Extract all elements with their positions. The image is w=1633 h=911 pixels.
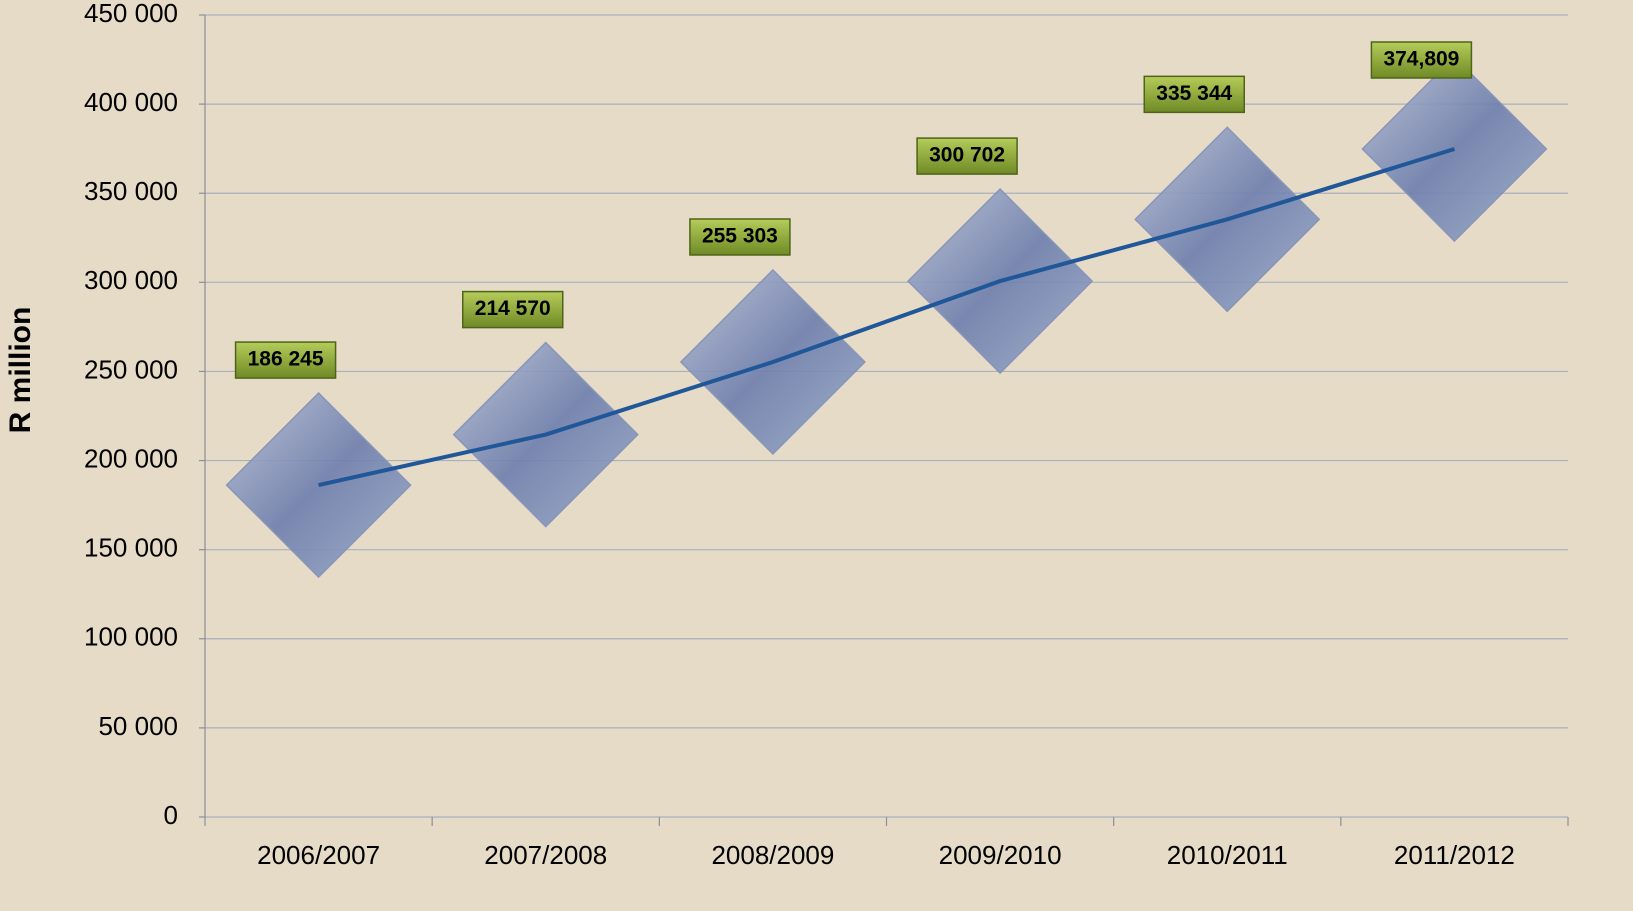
x-tick-label: 2010/2011 <box>1167 840 1288 870</box>
page: {"chart_data": {"type": "line", "y_label… <box>0 0 1633 911</box>
x-tick-label: 2011/2012 <box>1394 840 1515 870</box>
y-tick-label: 0 <box>164 800 178 830</box>
data-label: 374,809 <box>1383 48 1459 71</box>
y-tick-label: 450 000 <box>84 0 178 28</box>
y-tick-label: 150 000 <box>84 533 178 563</box>
data-label: 255 303 <box>702 225 778 248</box>
data-label: 335 344 <box>1156 82 1232 105</box>
y-axis-label: R million <box>4 307 37 434</box>
y-tick-label: 350 000 <box>84 176 178 206</box>
x-tick-label: 2006/2007 <box>257 840 380 870</box>
y-tick-label: 400 000 <box>84 87 178 117</box>
y-tick-label: 250 000 <box>84 354 178 384</box>
chart: R million 0 50 000 100 000 150 000 200 000 25… <box>0 0 1633 911</box>
data-label: 186 245 <box>248 348 324 371</box>
data-label: 214 570 <box>475 297 551 320</box>
data-label: 300 702 <box>929 144 1005 167</box>
x-tick-label: 2007/2008 <box>484 840 607 870</box>
y-tick-label: 100 000 <box>84 622 178 652</box>
y-tick-label: 200 000 <box>84 443 178 473</box>
y-tick-label: 50 000 <box>98 711 178 741</box>
x-tick-label: 2008/2009 <box>711 840 834 870</box>
x-tick-label: 2009/2010 <box>939 840 1062 870</box>
y-tick-label: 300 000 <box>84 265 178 295</box>
